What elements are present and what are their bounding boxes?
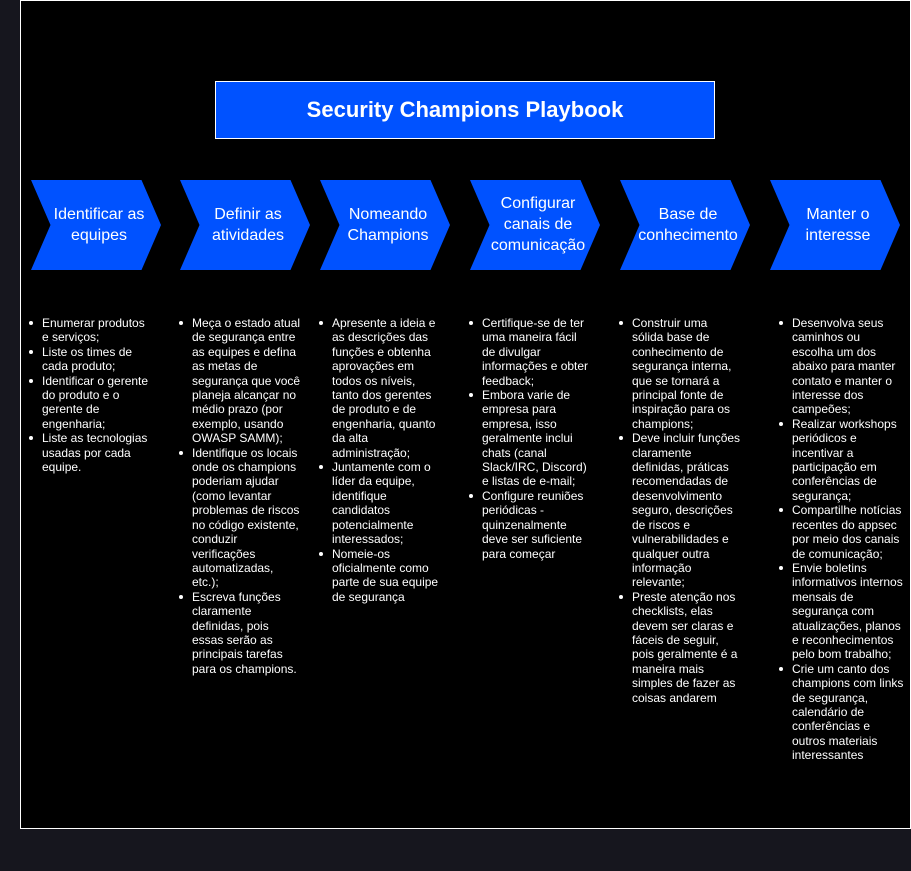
list-item: Certifique-se de ter uma maneira fácil d… bbox=[469, 316, 592, 388]
list-item: Deve incluir funções claramente definida… bbox=[619, 431, 741, 590]
stage-label: Nomeando Champions bbox=[347, 206, 429, 244]
list-item: Realizar workshops periódicos e incentiv… bbox=[779, 417, 904, 503]
stage-items-configurar-canais: Certifique-se de ter uma maneira fácil d… bbox=[469, 316, 592, 561]
list-item: Construir uma sólida base de conheciment… bbox=[619, 316, 742, 431]
stage-manter-interesse: Manter o interesse bbox=[770, 180, 900, 270]
list-item: Escreva funções claramente definidas, po… bbox=[179, 590, 302, 676]
stage-items-manter-interesse: Desenvolva seus caminhos ou escolha um d… bbox=[779, 316, 904, 763]
stage-label: Configurar canais de comunicação bbox=[490, 194, 586, 254]
list-item: Preste atenção nos checklists, elas deve… bbox=[619, 590, 742, 705]
list-item: Embora varie de empresa para empresa, is… bbox=[469, 388, 592, 489]
playbook-title: Security Champions Playbook bbox=[215, 81, 715, 139]
stage-configurar-canais: Configurar canais de comunicação bbox=[470, 180, 600, 270]
list-item: Liste as tecnologias usadas por cada equ… bbox=[29, 431, 154, 474]
stage-items-nomeando-champions: Apresente a ideia e as descrições das fu… bbox=[319, 316, 442, 605]
list-item: Identificar o gerente do produto e o ger… bbox=[29, 374, 154, 432]
list-item: Nomeie-os oficialmente como parte de sua… bbox=[319, 547, 442, 605]
list-item: Desenvolva seus caminhos ou escolha um d… bbox=[779, 316, 904, 417]
list-item: Identifique os locais onde os champions … bbox=[179, 446, 302, 590]
list-item: Envie boletins informativos internos men… bbox=[779, 560, 903, 662]
stage-items-base-conhecimento: Construir uma sólida base de conheciment… bbox=[619, 316, 742, 705]
list-item: Configure reuniões periódicas - quinzena… bbox=[469, 489, 592, 561]
list-item: Juntamente com o líder da equipe, identi… bbox=[319, 460, 442, 546]
stage-nomeando-champions: Nomeando Champions bbox=[320, 180, 450, 270]
stage-base-conhecimento: Base de conhecimento bbox=[620, 180, 750, 270]
stage-items-identificar-equipes: Enumerar produtos e serviços; Liste os t… bbox=[29, 316, 154, 474]
stage-label: Identificar as equipes bbox=[53, 206, 145, 244]
list-item: Liste os times de cada produto; bbox=[29, 345, 154, 374]
stage-items-definir-atividades: Meça o estado atual de segurança entre a… bbox=[179, 316, 302, 676]
list-item: Meça o estado atual de segurança entre a… bbox=[179, 316, 301, 446]
stage-label: Definir as atividades bbox=[211, 206, 285, 244]
canvas-top-border bbox=[20, 0, 910, 1]
playbook-title-text: Security Champions Playbook bbox=[306, 97, 624, 122]
list-item: Apresente a ideia e as descrições das fu… bbox=[319, 316, 442, 460]
stage-definir-atividades: Definir as atividades bbox=[180, 180, 310, 270]
list-item: Crie um canto dos champions com links de… bbox=[779, 661, 904, 763]
stage-label: Base de conhecimento bbox=[638, 206, 738, 244]
list-item: Enumerar produtos e serviços; bbox=[29, 316, 154, 345]
stage-label: Manter o interesse bbox=[805, 206, 871, 244]
stage-identificar-equipes: Identificar as equipes bbox=[31, 180, 161, 270]
list-item: Compartilhe notícias recentes do appsec … bbox=[779, 503, 904, 561]
